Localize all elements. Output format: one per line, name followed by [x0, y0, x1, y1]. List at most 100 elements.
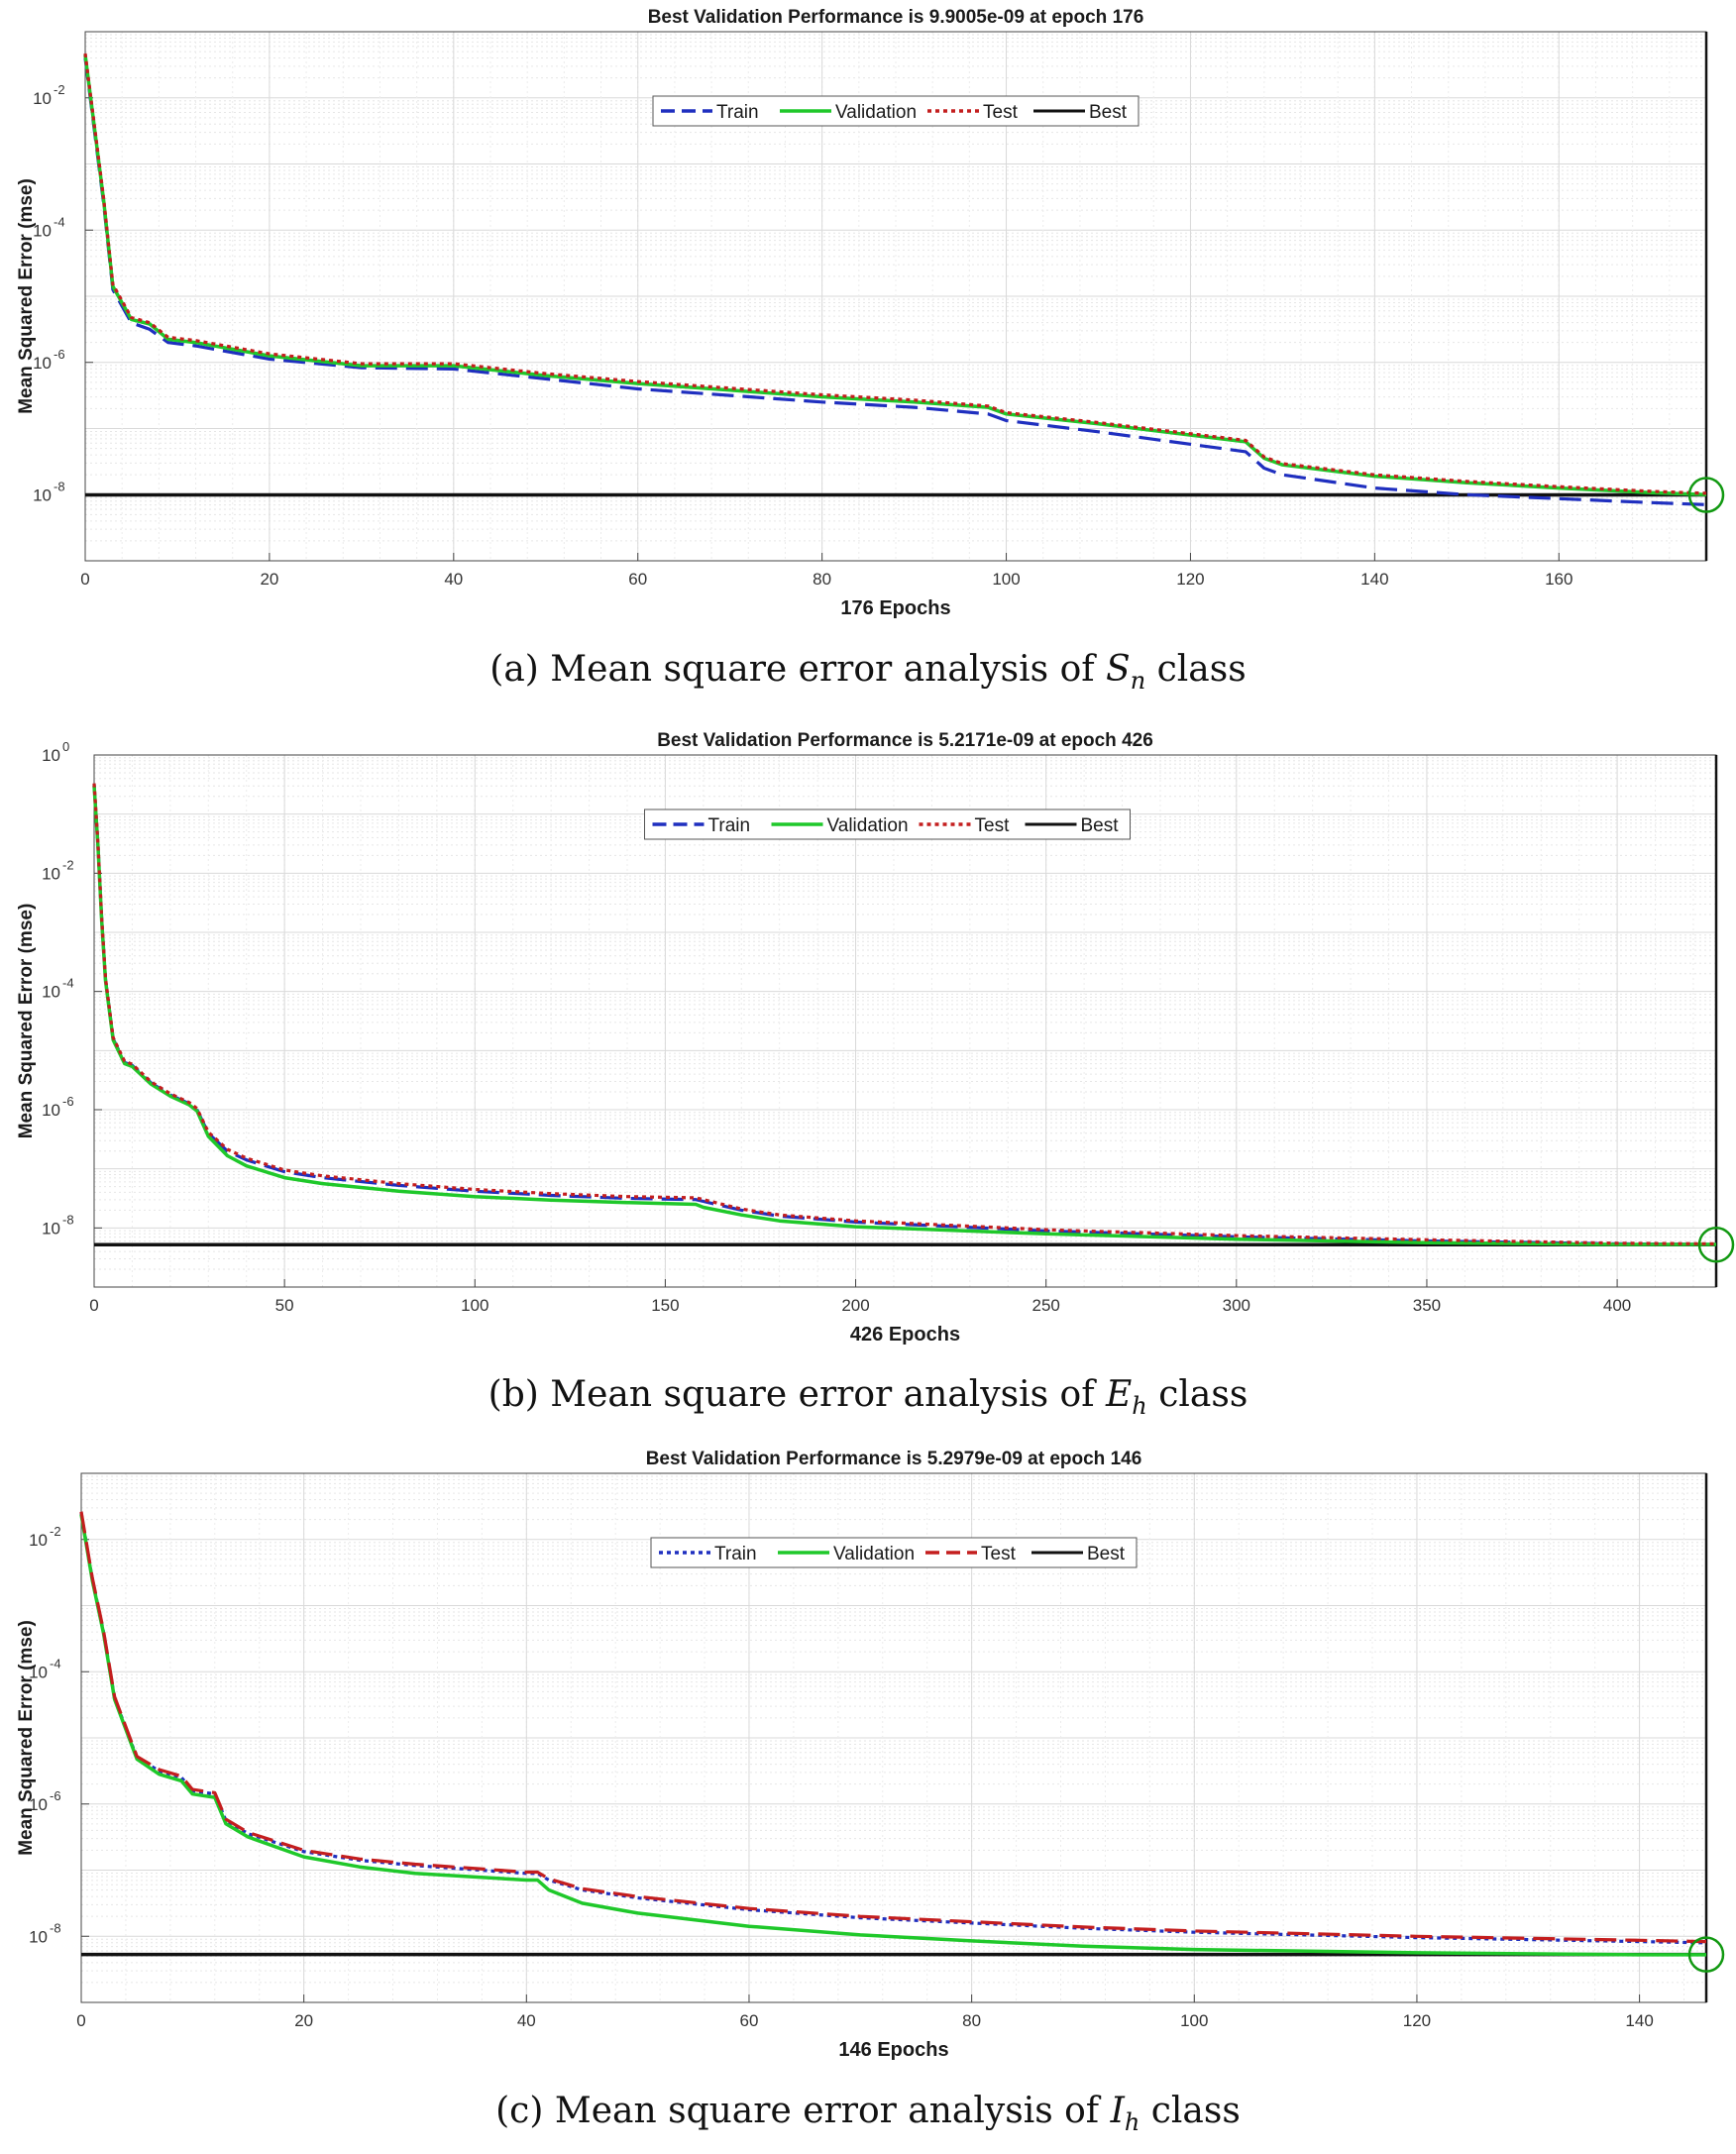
x-tick-label: 300 [1223, 1296, 1250, 1315]
legend-label-test: Test [983, 102, 1019, 123]
x-tick-label: 0 [89, 1296, 98, 1315]
y-tick-exponent: -4 [62, 976, 74, 991]
x-tick-label: 0 [76, 2011, 85, 2030]
y-tick-exponent: -6 [54, 347, 65, 362]
x-tick-label: 0 [80, 570, 89, 589]
y-tick-exponent: -6 [50, 1788, 61, 1803]
x-axis-label: 146 Epochs [838, 2039, 948, 2061]
x-tick-label: 40 [444, 570, 463, 589]
chart-title: Best Validation Performance is 5.2171e-0… [657, 730, 1153, 751]
x-tick-label: 20 [260, 570, 278, 589]
x-axis-label: 426 Epochs [850, 1324, 960, 1346]
caption-a: (a) Mean square error analysis of Sn cla… [0, 649, 1736, 695]
x-tick-label: 250 [1031, 1296, 1059, 1315]
x-tick-label: 140 [1625, 2011, 1653, 2030]
chart-panel-c: 0 20 40 60 80 100 120 140 10 -2 10 -4 10 -6 10 -8 Best V… [0, 1447, 1736, 2154]
caption-a-var: S [1106, 649, 1131, 690]
y-tick-label: 10 [29, 1663, 48, 1681]
y-tick-exponent: -2 [62, 857, 74, 872]
y-tick-label: 10 [29, 1531, 48, 1550]
chart-panel-b: 0 50 100 150 200 250 300 350 400 10 0 10 -2 10 -4 10 -6 1… [0, 728, 1736, 1447]
caption-c-suffix: class [1150, 2091, 1241, 2131]
best-point-marker [1687, 477, 1725, 513]
y-tick-exponent: -8 [62, 1212, 74, 1227]
x-tick-label: 140 [1360, 570, 1388, 589]
y-tick-exponent: -4 [50, 1656, 61, 1670]
x-tick-label: 160 [1545, 570, 1573, 589]
y-tick-exponent: 0 [62, 739, 69, 754]
best-point-marker [1687, 1936, 1725, 1973]
legend-label-validation: Validation [835, 102, 917, 123]
x-tick-label: 80 [962, 2011, 981, 2030]
y-tick-label: 10 [42, 1101, 60, 1120]
series-line-test [79, 1511, 1707, 1944]
y-axis-label: Mean Squared Error (mse) [16, 1620, 37, 1856]
series-line-validation [83, 54, 1707, 497]
legend-label-best: Best [1081, 815, 1120, 836]
y-tick-label: 10 [42, 983, 60, 1002]
x-tick-label: 120 [1176, 570, 1204, 589]
chart-title: Best Validation Performance is 5.2979e-0… [646, 1449, 1142, 1469]
series-line-validation [79, 1514, 1706, 1957]
caption-c-sub: h [1124, 2108, 1140, 2137]
legend-label-train: Train [708, 815, 751, 836]
y-tick-label: 10 [29, 1927, 48, 1946]
x-tick-label: 100 [992, 570, 1020, 589]
x-tick-label: 50 [275, 1296, 294, 1315]
x-tick-label: 400 [1603, 1296, 1631, 1315]
x-tick-label: 60 [740, 2011, 759, 2030]
caption-a-prefix: (a) Mean square error analysis of [489, 649, 1095, 690]
x-tick-label: 80 [813, 570, 831, 589]
chart-panel-a: 0 20 40 60 80 100 120 140 160 10 -2 10 -4 10 -6 10 -8 Bes… [0, 0, 1736, 728]
legend-label-train: Train [716, 102, 759, 123]
caption-a-suffix: class [1156, 649, 1247, 690]
caption-b-var: E [1106, 1374, 1133, 1415]
x-tick-label: 200 [841, 1296, 869, 1315]
series-line-test [92, 783, 1717, 1245]
y-tick-exponent: -2 [50, 1524, 61, 1539]
y-axis-label: Mean Squared Error (mse) [16, 178, 37, 414]
y-tick-label: 10 [33, 485, 52, 504]
legend-label-best: Best [1087, 1544, 1126, 1564]
y-tick-label: 10 [42, 864, 60, 883]
caption-b-prefix: (b) Mean square error analysis of [488, 1374, 1095, 1415]
legend-label-test: Test [981, 1544, 1017, 1564]
x-tick-label: 20 [294, 2011, 313, 2030]
best-point-marker [1697, 1226, 1735, 1263]
series-line-train [83, 57, 1707, 506]
x-tick-label: 100 [461, 1296, 488, 1315]
caption-c-prefix: (c) Mean square error analysis of [495, 2091, 1100, 2131]
y-tick-exponent: -8 [50, 1920, 61, 1935]
y-tick-exponent: -2 [54, 82, 65, 97]
y-tick-label: 10 [42, 1219, 60, 1238]
x-tick-label: 60 [628, 570, 647, 589]
chart-title: Best Validation Performance is 9.9005e-0… [648, 7, 1144, 28]
legend-label-validation: Validation [827, 815, 909, 836]
y-tick-label: 10 [33, 221, 52, 240]
x-tick-label: 40 [517, 2011, 536, 2030]
y-tick-label: 10 [33, 89, 52, 108]
x-axis-label: 176 Epochs [840, 597, 950, 619]
legend-label-best: Best [1089, 102, 1128, 123]
caption-c-var: I [1110, 2091, 1125, 2131]
y-tick-label: 10 [29, 1795, 48, 1814]
legend-label-train: Train [714, 1544, 757, 1564]
x-tick-label: 350 [1413, 1296, 1441, 1315]
legend-label-validation: Validation [833, 1544, 915, 1564]
y-tick-label: 10 [42, 746, 60, 765]
caption-a-sub: n [1130, 667, 1146, 696]
y-tick-exponent: -4 [54, 214, 65, 229]
y-tick-exponent: -6 [62, 1094, 74, 1109]
plot-area [94, 755, 1716, 1287]
caption-b: (b) Mean square error analysis of Eh cla… [0, 1374, 1736, 1420]
caption-b-suffix: class [1158, 1374, 1248, 1415]
y-tick-exponent: -8 [54, 479, 65, 493]
x-tick-label: 120 [1403, 2011, 1431, 2030]
y-axis-label: Mean Squared Error (mse) [16, 904, 37, 1139]
x-tick-label: 100 [1180, 2011, 1208, 2030]
y-tick-label: 10 [33, 354, 52, 373]
x-tick-label: 150 [651, 1296, 679, 1315]
